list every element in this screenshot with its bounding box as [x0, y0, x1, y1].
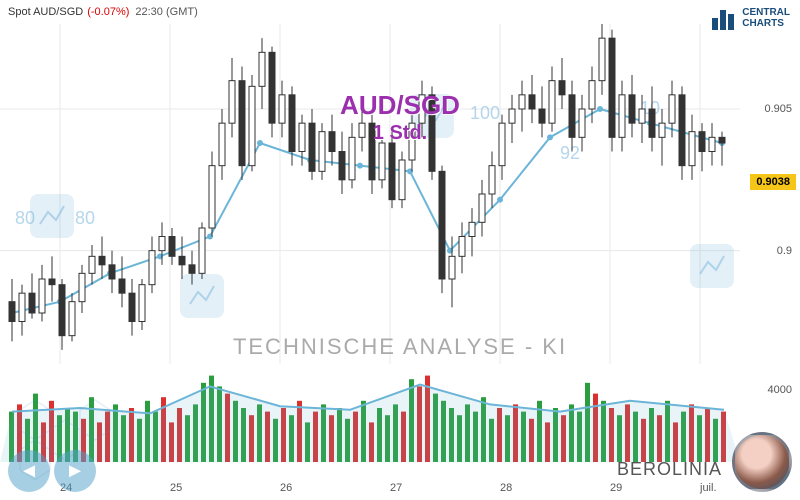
- chart-header: Spot AUD/SGD (-0.07%) 22:30 (GMT): [0, 0, 800, 24]
- watermark-pair: AUD/SGD: [340, 90, 460, 121]
- avatar-icon[interactable]: [732, 432, 792, 492]
- current-price-tag: 0.9038: [750, 174, 796, 190]
- change-label: (-0.07%): [87, 6, 129, 18]
- brand-label: BEROLINIA: [617, 459, 722, 480]
- svg-text:80: 80: [75, 208, 95, 228]
- svg-text:92: 92: [560, 143, 580, 163]
- watermark-interval: 1 Std.: [373, 122, 427, 145]
- price-chart[interactable]: 80801009210: [0, 24, 740, 364]
- nav-buttons: ◄ ►: [8, 450, 96, 492]
- price-y-axis: 0.90.905: [740, 24, 800, 364]
- watermark-tech: TECHNISCHE ANALYSE - KI: [233, 334, 567, 360]
- time-label: 22:30 (GMT): [135, 6, 197, 18]
- svg-text:80: 80: [15, 208, 35, 228]
- nav-prev-button[interactable]: ◄: [8, 450, 50, 492]
- nav-next-button[interactable]: ►: [54, 450, 96, 492]
- symbol-label: Spot AUD/SGD: [8, 6, 83, 18]
- svg-text:100: 100: [470, 103, 500, 123]
